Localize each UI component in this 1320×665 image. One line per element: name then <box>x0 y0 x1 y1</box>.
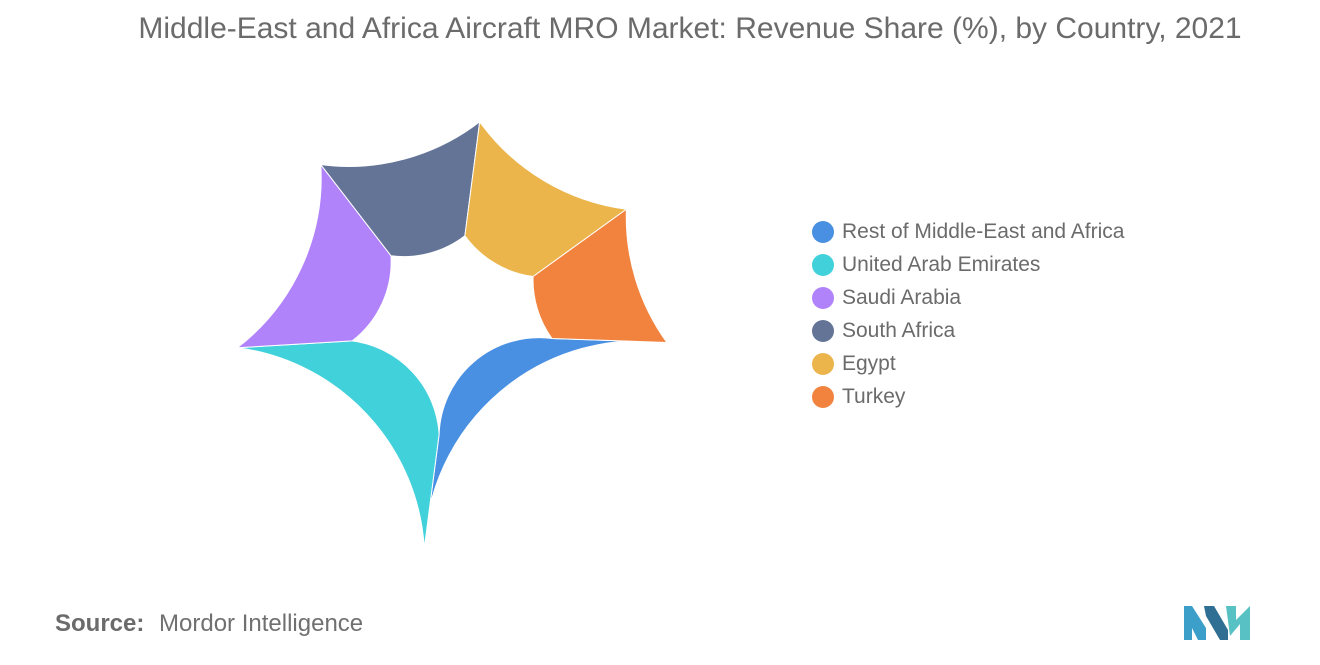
legend-swatch <box>812 253 834 276</box>
legend-swatch <box>812 352 834 375</box>
logo-shape-middle <box>1204 606 1228 640</box>
legend-swatch <box>812 319 834 342</box>
legend-item-rest-of-middle-east-and-africa[interactable]: Rest of Middle-East and Africa <box>812 215 1124 248</box>
legend-item-united-arab-emirates[interactable]: United Arab Emirates <box>812 248 1124 281</box>
legend-item-egypt[interactable]: Egypt <box>812 347 1124 380</box>
legend-label: Turkey <box>842 384 906 408</box>
donut-slice-rest-of-middle-east-and-africa[interactable] <box>423 337 667 549</box>
chart-title: Middle-East and Africa Aircraft MRO Mark… <box>138 12 1242 45</box>
logo-shape-left <box>1184 606 1206 640</box>
donut-slices <box>235 120 668 549</box>
donut-slice-united-arab-emirates[interactable] <box>237 340 440 549</box>
legend-item-saudi-arabia[interactable]: Saudi Arabia <box>812 281 1124 314</box>
donut-slice-turkey[interactable] <box>532 208 668 344</box>
legend-swatch <box>812 220 834 243</box>
source-note: Source: Mordor Intelligence <box>55 610 363 638</box>
chart-legend: Rest of Middle-East and Africa United Ar… <box>812 215 1124 413</box>
legend-label: Egypt <box>842 351 896 375</box>
mordor-intelligence-logo <box>1184 606 1250 640</box>
source-label: Source: <box>55 610 145 637</box>
legend-swatch <box>812 385 834 408</box>
legend-label: Saudi Arabia <box>842 285 962 309</box>
legend-item-south-africa[interactable]: South Africa <box>812 314 1124 347</box>
legend-label: South Africa <box>842 318 956 342</box>
legend-label: Rest of Middle-East and Africa <box>842 219 1125 243</box>
donut-slice-saudi-arabia[interactable] <box>235 163 392 349</box>
legend-label: United Arab Emirates <box>842 252 1041 276</box>
logo-shape-right <box>1226 606 1250 640</box>
legend-item-turkey[interactable]: Turkey <box>812 380 1124 413</box>
source-text: Mordor Intelligence <box>159 610 364 637</box>
legend-swatch <box>812 286 834 309</box>
